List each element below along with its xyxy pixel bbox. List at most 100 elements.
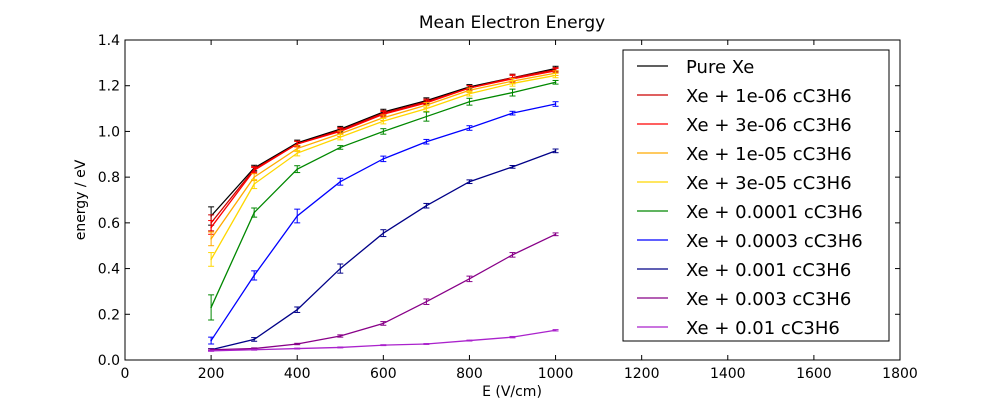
data-point xyxy=(382,120,385,122)
data-point xyxy=(511,336,514,338)
series-line xyxy=(210,150,556,351)
data-point xyxy=(468,127,471,129)
data-point xyxy=(253,176,255,178)
x-tick-label: 0 xyxy=(121,366,130,382)
data-point xyxy=(382,232,385,234)
data-point xyxy=(511,254,514,256)
data-point xyxy=(425,140,428,143)
x-tick-label: 600 xyxy=(370,366,397,382)
plot-frame xyxy=(124,39,901,361)
data-point xyxy=(382,322,385,325)
data-point xyxy=(554,103,557,105)
data-point xyxy=(425,107,428,110)
data-point xyxy=(210,258,212,261)
x-tick-label: 800 xyxy=(456,366,483,382)
data-point xyxy=(511,91,514,94)
legend-entry: Xe + 0.001 cC3H6 xyxy=(686,260,851,281)
data-point xyxy=(253,348,255,351)
data-point xyxy=(468,339,471,342)
data-point xyxy=(253,169,255,172)
data-point xyxy=(296,143,299,145)
data-point xyxy=(554,81,557,84)
data-point xyxy=(468,278,471,280)
series-group xyxy=(208,70,559,247)
data-point xyxy=(296,347,299,350)
data-point xyxy=(339,335,342,337)
y-tick-label: 0.0 xyxy=(98,353,120,369)
y-tick-label: 1.4 xyxy=(98,33,120,49)
data-point xyxy=(339,136,342,138)
data-point xyxy=(210,306,212,309)
series-group xyxy=(208,65,559,226)
data-point xyxy=(253,338,255,341)
data-point xyxy=(511,166,514,168)
series-line xyxy=(210,67,556,217)
series-group xyxy=(208,232,559,351)
data-point xyxy=(296,147,299,150)
legend-entry: Xe + 0.01 cC3H6 xyxy=(686,318,840,339)
data-point xyxy=(296,343,299,345)
y-tick-label: 0.6 xyxy=(98,216,120,232)
data-point xyxy=(339,267,342,270)
y-tick-label: 1.0 xyxy=(98,124,120,140)
data-point xyxy=(468,92,471,95)
x-tick-label: 1400 xyxy=(710,366,746,382)
legend-box xyxy=(622,49,890,342)
x-tick-label: 400 xyxy=(284,366,311,382)
y-tick-label: 0.4 xyxy=(98,262,120,278)
legend-entry: Xe + 0.003 cC3H6 xyxy=(686,289,851,310)
data-point xyxy=(425,204,428,207)
data-point xyxy=(554,150,557,152)
series-group xyxy=(208,101,559,345)
data-point xyxy=(296,168,299,170)
data-point xyxy=(468,100,471,103)
y-tick-label: 1.2 xyxy=(98,79,120,95)
data-point xyxy=(468,180,471,183)
legend-entry: Xe + 3e-05 cC3H6 xyxy=(686,173,852,194)
x-tick-label: 1200 xyxy=(624,366,660,382)
x-tick-label: 1600 xyxy=(796,366,832,382)
data-point xyxy=(296,215,299,217)
data-point xyxy=(511,112,514,114)
data-point xyxy=(253,274,255,277)
data-point xyxy=(210,350,212,352)
data-point xyxy=(210,238,212,240)
data-point xyxy=(296,152,299,154)
y-tick-label: 0.8 xyxy=(98,170,120,186)
data-point xyxy=(296,308,299,311)
y-tick-label: 0.2 xyxy=(98,307,120,323)
data-point xyxy=(554,233,557,236)
legend-entry: Pure Xe xyxy=(686,57,754,78)
data-point xyxy=(554,329,557,332)
data-point xyxy=(339,346,342,349)
data-point xyxy=(554,74,557,77)
x-axis-label: E (V/cm) xyxy=(482,384,542,400)
data-point xyxy=(339,146,342,149)
series-group xyxy=(208,72,559,267)
series-group xyxy=(208,79,559,321)
legend-entry: Xe + 3e-06 cC3H6 xyxy=(686,115,852,136)
chart-title: Mean Electron Energy xyxy=(419,13,605,33)
x-tick-label: 1000 xyxy=(538,366,574,382)
data-point xyxy=(339,180,342,183)
legend-entry: Xe + 0.0003 cC3H6 xyxy=(686,231,863,252)
x-tick-label: 1800 xyxy=(882,366,918,382)
data-point xyxy=(511,82,514,85)
data-point xyxy=(382,344,385,346)
axis-ticks: 0 200 400 600 800 1000 1200 1400 1600 1800 0.0 0.2 0… xyxy=(98,33,918,382)
data-point xyxy=(425,343,428,345)
series-line xyxy=(210,69,556,224)
legend-entry: Xe + 0.0001 cC3H6 xyxy=(686,202,863,223)
legend-entry: Xe + 1e-05 cC3H6 xyxy=(686,144,852,165)
data-point xyxy=(468,89,471,92)
legend-entry: Xe + 1e-06 cC3H6 xyxy=(686,86,852,107)
data-point xyxy=(210,339,212,342)
data-point xyxy=(382,130,385,133)
data-point xyxy=(425,300,428,303)
data-point xyxy=(425,115,428,118)
series-layer xyxy=(208,65,559,352)
legend: Pure Xe Xe + 1e-06 cC3H6 Xe + 3e-06 cC3H6 X… xyxy=(622,49,890,342)
series-line xyxy=(211,233,556,351)
series-group xyxy=(208,329,559,352)
